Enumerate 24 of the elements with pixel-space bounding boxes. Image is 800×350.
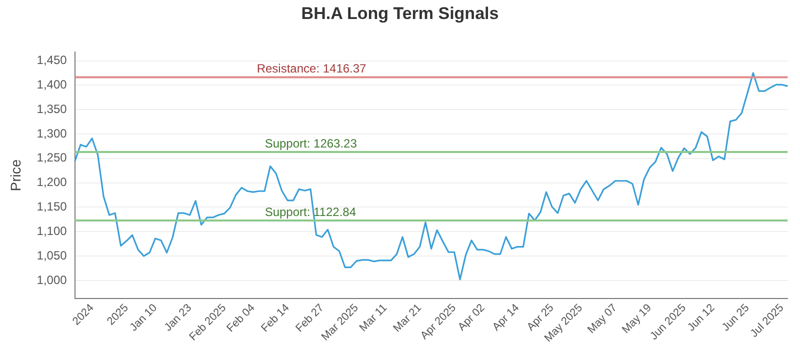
y-axis-title: Price <box>7 159 24 192</box>
x-tick-label: Apr 14 <box>490 302 522 334</box>
x-tick-label: Feb 04 <box>224 302 258 335</box>
y-tick-label: 1,400 <box>36 78 68 92</box>
y-tick-label: 1,200 <box>36 175 68 190</box>
y-tick-label: 1,150 <box>36 200 68 214</box>
ref-line-label: Resistance: 1416.37 <box>256 62 367 76</box>
y-tick-label: 1,250 <box>36 150 68 165</box>
ref-line-label: Support: 1122.84 <box>264 204 356 219</box>
x-tick-label: Apr 02 <box>456 302 488 334</box>
x-tick-label: Jun 12 <box>685 302 718 334</box>
x-tick-label: Jan 10 <box>128 302 160 334</box>
ref-line-label: Support: 1263.23 <box>264 136 358 150</box>
y-tick-label: 1,350 <box>36 102 68 116</box>
x-tick-label: Feb 14 <box>259 302 292 335</box>
x-tick-label: Jun 25 <box>720 302 752 334</box>
y-tick-label: 1,000 <box>36 272 68 287</box>
y-tick-label: 1,050 <box>36 248 68 262</box>
chart-title: BH.A Long Term Signals <box>300 4 500 24</box>
y-tick-label: 1,300 <box>36 126 68 140</box>
y-tick-label: 1,100 <box>36 224 68 238</box>
x-tick-label: Mar 11 <box>357 302 390 334</box>
x-tick-label: May 07 <box>585 302 620 336</box>
y-tick-label: 1,450 <box>36 53 68 68</box>
